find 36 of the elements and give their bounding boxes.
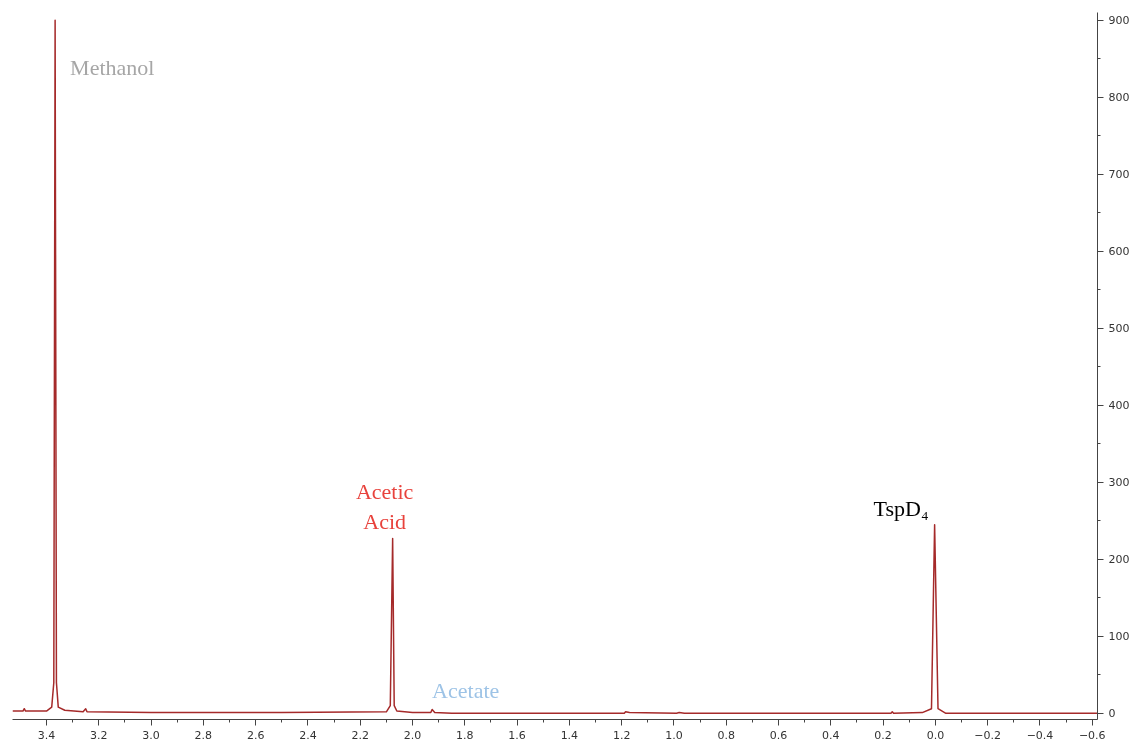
y-tick-label: 600 [1108, 245, 1130, 259]
x-tick-label: 2.0 [403, 728, 422, 742]
x-tick-label: 3.2 [90, 728, 108, 742]
x-tick-label: 1.6 [508, 728, 526, 742]
y-tick-label: 500 [1108, 322, 1130, 336]
line-series [12, 19, 1098, 715]
x-tick-label: 0.6 [769, 728, 788, 742]
annotation: Acetic Acid [355, 478, 414, 534]
x-tick-label: 0.4 [822, 728, 840, 742]
y-tick-label: 100 [1108, 630, 1130, 644]
x-tick-label: −0.6 [1078, 728, 1106, 742]
x-tick-label: 2.4 [299, 728, 317, 742]
x-tick-label: 2.2 [351, 728, 369, 742]
x-tick-label: 3.0 [142, 728, 160, 742]
x-tick-label: 3.4 [37, 728, 56, 742]
x-tick-label: −0.2 [974, 728, 1002, 742]
y-tick-label: 0 [1108, 707, 1116, 721]
x-tick-label: 0.0 [926, 728, 945, 742]
y-tick-label: 200 [1108, 553, 1130, 567]
x-tick-label: 1.0 [665, 728, 683, 742]
y-tick-label: 800 [1108, 91, 1130, 105]
y-tick-label: 900 [1108, 14, 1130, 28]
x-tick-label: 2.8 [194, 728, 213, 742]
x-tick-label: −0.4 [1026, 728, 1054, 742]
annotation: Methanol [70, 55, 155, 81]
x-tick-label: 0.8 [717, 728, 735, 742]
y-tick-label: 300 [1108, 476, 1130, 490]
x-tick-label: 2.6 [246, 728, 265, 742]
x-tick-label: 1.4 [560, 728, 579, 742]
y-tick-label: 700 [1108, 168, 1130, 182]
x-tick-label: 0.2 [874, 728, 892, 742]
x-tick-label: 1.8 [456, 728, 474, 742]
x-tick-label: 1.2 [612, 728, 631, 742]
annotation: Acetate [432, 678, 500, 704]
annotation: TspD₄ [873, 495, 929, 521]
y-tick-label: 400 [1108, 399, 1130, 413]
